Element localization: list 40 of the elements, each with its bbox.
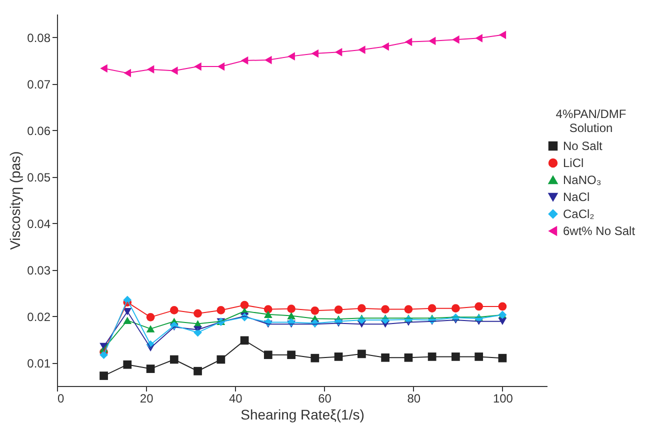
point [358, 350, 366, 358]
y-tick-label: 0.05 [27, 170, 51, 184]
point [498, 354, 507, 362]
x-tick-label: 80 [407, 392, 421, 406]
legend-label: CaCl₂ [563, 207, 595, 221]
point [310, 354, 320, 362]
point [474, 352, 484, 361]
point [287, 350, 296, 360]
y-tick-label: 0.02 [27, 310, 51, 324]
y-tick-label: 0.04 [27, 216, 51, 231]
y-tick-label: 0.01 [27, 356, 51, 370]
y-tick-label: 0.08 [27, 30, 51, 45]
x-tick-label: 100 [492, 392, 514, 406]
x-tick-label: 20 [140, 392, 154, 406]
point [146, 325, 155, 332]
legend-label: LiCl [563, 156, 584, 170]
legend-label: NaCl [563, 190, 590, 204]
point [100, 350, 108, 360]
point [498, 302, 507, 311]
legend-label: No Salt [563, 139, 604, 153]
legend-label: NaNO₃ [563, 173, 602, 187]
x-tick-label: 0 [58, 392, 64, 406]
point [100, 64, 108, 73]
y-tick-label: 0.03 [27, 263, 51, 278]
point [498, 318, 507, 325]
point [452, 352, 460, 361]
y-tick-label: 0.06 [27, 124, 51, 138]
x-tick-label: 60 [318, 392, 332, 406]
point [264, 350, 272, 360]
legend-label: 6wt% No Salt [563, 224, 636, 238]
point [428, 352, 436, 361]
y-axis-title: Viscosityη (pas) [7, 151, 24, 250]
legend-title: 4%PAN/DMF Solution [556, 107, 626, 135]
x-tick-label: 40 [229, 392, 243, 406]
x-axis-title: Shearing Rateξ(1/s) [240, 406, 364, 422]
y-tick-label: 0.07 [27, 77, 51, 92]
point [123, 360, 132, 369]
point [194, 366, 202, 376]
point [100, 372, 108, 380]
point [381, 353, 390, 362]
